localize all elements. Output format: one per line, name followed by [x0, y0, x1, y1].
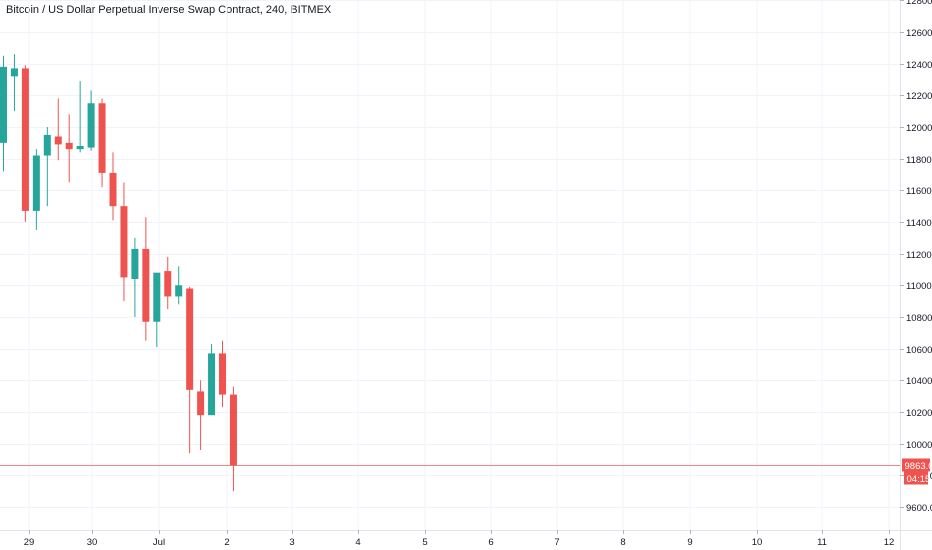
candle-body[interactable] — [43, 134, 51, 156]
time-axis-label: 11 — [817, 537, 827, 548]
countdown-badge — [904, 471, 928, 485]
price-axis-label: 11800.0 — [906, 155, 932, 166]
current-price-badge — [902, 458, 930, 472]
time-axis-label: 10 — [752, 537, 763, 548]
time-axis-label: 3 — [289, 537, 294, 548]
time-axis-label: 7 — [554, 537, 559, 548]
price-axis-label: 12400.0 — [906, 60, 932, 71]
candle-body[interactable] — [153, 272, 161, 322]
price-axis-label: 11200.0 — [906, 250, 932, 261]
candle-body[interactable] — [131, 248, 139, 279]
candle-body[interactable] — [229, 394, 237, 466]
candle-body[interactable] — [65, 142, 73, 150]
price-axis-label: 12000.0 — [906, 123, 932, 134]
candle-body[interactable] — [54, 136, 62, 145]
price-axis-label: 11600.0 — [906, 186, 932, 197]
time-axis-label: 5 — [422, 537, 427, 548]
price-axis-label: 10000.0 — [906, 440, 932, 451]
time-axis-label: 6 — [488, 537, 493, 548]
price-axis-label: 10600.0 — [906, 345, 932, 356]
price-axis-label: 10400.0 — [906, 376, 932, 387]
price-axis-label: 9600.0 — [906, 503, 932, 514]
candle-body[interactable] — [21, 68, 29, 211]
price-axis-label: 11000.0 — [906, 281, 932, 292]
candle-body[interactable] — [32, 155, 40, 211]
candle-body[interactable] — [164, 271, 172, 297]
time-axis-label: 12 — [884, 537, 895, 548]
countdown-label: 04:15 — [907, 474, 931, 485]
time-axis-label: Jul — [153, 537, 165, 548]
time-axis-label: 29 — [24, 537, 35, 548]
candle-body[interactable] — [109, 172, 117, 207]
price-axis-label: 10200.0 — [906, 408, 932, 419]
price-axis-label: 10800.0 — [906, 313, 932, 324]
candle-body[interactable] — [142, 248, 150, 322]
candle-body[interactable] — [186, 288, 194, 390]
candle-body[interactable] — [175, 285, 183, 297]
candle-body[interactable] — [98, 103, 106, 173]
time-axis-label: 2 — [224, 537, 229, 548]
candle-body[interactable] — [76, 146, 84, 150]
time-axis-label: 4 — [355, 537, 360, 548]
time-axis-label: 30 — [87, 537, 98, 548]
candle-body[interactable] — [208, 353, 216, 416]
price-axis-label: 12600.0 — [906, 28, 932, 39]
chart-title: Bitcoin / US Dollar Perpetual Inverse Sw… — [6, 4, 332, 16]
price-axis-label: 12800.0 — [906, 0, 932, 7]
candle-body[interactable] — [0, 66, 7, 143]
candle-body[interactable] — [219, 353, 226, 395]
price-axis-label: 11400.0 — [906, 218, 932, 229]
time-axis-label: 9 — [687, 537, 692, 548]
price-axis-label: 12200.0 — [906, 91, 932, 102]
candle-body[interactable] — [87, 103, 95, 148]
candle-body[interactable] — [120, 206, 128, 278]
candle-body[interactable] — [197, 391, 205, 416]
time-axis-label: 8 — [620, 537, 625, 548]
candle-body[interactable] — [10, 68, 18, 77]
current-price-label: 9863.0 — [905, 461, 932, 472]
